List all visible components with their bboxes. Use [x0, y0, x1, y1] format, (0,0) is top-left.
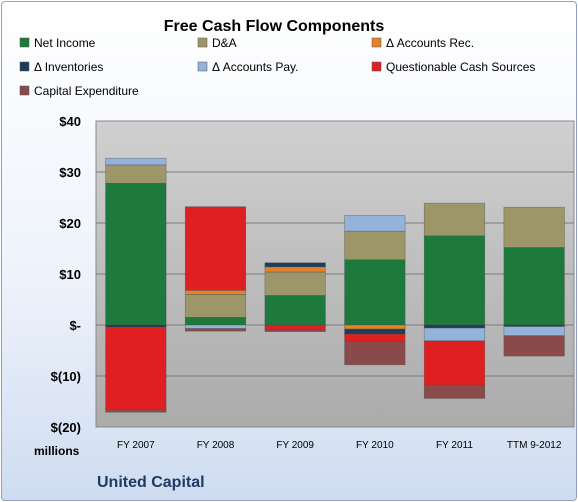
bar-segment — [503, 326, 565, 337]
x-tick-label: FY 2011 — [436, 440, 473, 451]
y-tick-label: $10 — [59, 267, 81, 282]
bar-segment — [105, 164, 167, 184]
legend-label: Δ Accounts Rec. — [386, 36, 474, 50]
bar-segment — [344, 328, 406, 335]
bar-segment — [344, 333, 406, 343]
bar-segment — [264, 271, 326, 296]
x-tick-label: TTM 9-2012 — [507, 440, 562, 451]
bar-segment — [503, 206, 565, 248]
y-tick-label: $20 — [59, 216, 81, 231]
bar-segment — [105, 182, 167, 326]
bar-segment — [503, 335, 565, 357]
bar-segment — [264, 295, 326, 326]
bar-segment — [184, 294, 247, 318]
y-tick-label: $30 — [59, 165, 81, 180]
bar-segment — [105, 326, 167, 410]
company-name: United Capital — [97, 474, 205, 491]
bar-segment — [264, 329, 326, 332]
bar-segment — [423, 235, 486, 326]
y-tick-label: $40 — [59, 114, 81, 129]
y-tick-label: $- — [69, 318, 81, 333]
y-tick-label: $(20) — [51, 420, 81, 435]
legend-label: Capital Expenditure — [34, 84, 139, 98]
bar-segment — [184, 317, 247, 326]
bar-segment — [344, 341, 406, 366]
legend-label: D&A — [212, 36, 237, 50]
bar-segment — [344, 230, 406, 261]
bar-segment — [503, 247, 565, 326]
unit-label: millions — [34, 444, 80, 458]
bar-segment — [184, 328, 247, 332]
bar-segment — [344, 259, 406, 326]
x-tick-label: FY 2007 — [117, 440, 155, 451]
x-tick-label: FY 2010 — [356, 440, 394, 451]
y-axis: $40 $30 $20 $10 $- $(10) $(20) — [51, 114, 81, 435]
legend-swatch — [371, 37, 382, 48]
bar-segment — [264, 324, 326, 331]
bar-segment — [105, 409, 167, 413]
y-tick-label: $(10) — [51, 369, 81, 384]
bar-segment — [264, 266, 326, 273]
bar-segment — [423, 327, 486, 342]
bar-segment — [184, 206, 247, 291]
bar-segment — [344, 324, 406, 330]
x-axis: FY 2007 FY 2008 FY 2009 FY 2010 FY 2011 TTM 9… — [117, 440, 562, 451]
legend-swatch — [197, 37, 208, 48]
legend-label: Questionable Cash Sources — [386, 60, 535, 74]
bar-segment — [184, 324, 247, 329]
legend-swatch — [197, 61, 208, 72]
legend-swatch — [371, 61, 382, 72]
gridlines — [96, 171, 574, 377]
legend-swatch — [19, 37, 30, 48]
bar-segment — [423, 324, 486, 329]
bar-segment — [423, 384, 486, 399]
x-tick-label: FY 2008 — [197, 440, 235, 451]
bar-segment — [423, 202, 486, 237]
legend-swatch — [19, 85, 30, 96]
bar-segment — [105, 157, 167, 166]
chart-title: Free Cash Flow Components — [164, 18, 385, 35]
legend-label: Net Income — [34, 36, 96, 50]
legend-label: Δ Accounts Pay. — [212, 60, 299, 74]
legend-label: Δ Inventories — [34, 60, 103, 74]
bar-segment — [184, 290, 247, 295]
bar-segment — [423, 340, 486, 386]
legend-swatch — [19, 61, 30, 72]
bar-segment — [105, 324, 167, 328]
x-tick-label: FY 2009 — [276, 440, 314, 451]
bar-segment — [344, 215, 406, 232]
bars — [105, 157, 565, 413]
legend: Net Income D&A Δ Accounts Rec. Δ Inventorie… — [19, 36, 535, 98]
bar-segment — [264, 262, 326, 268]
